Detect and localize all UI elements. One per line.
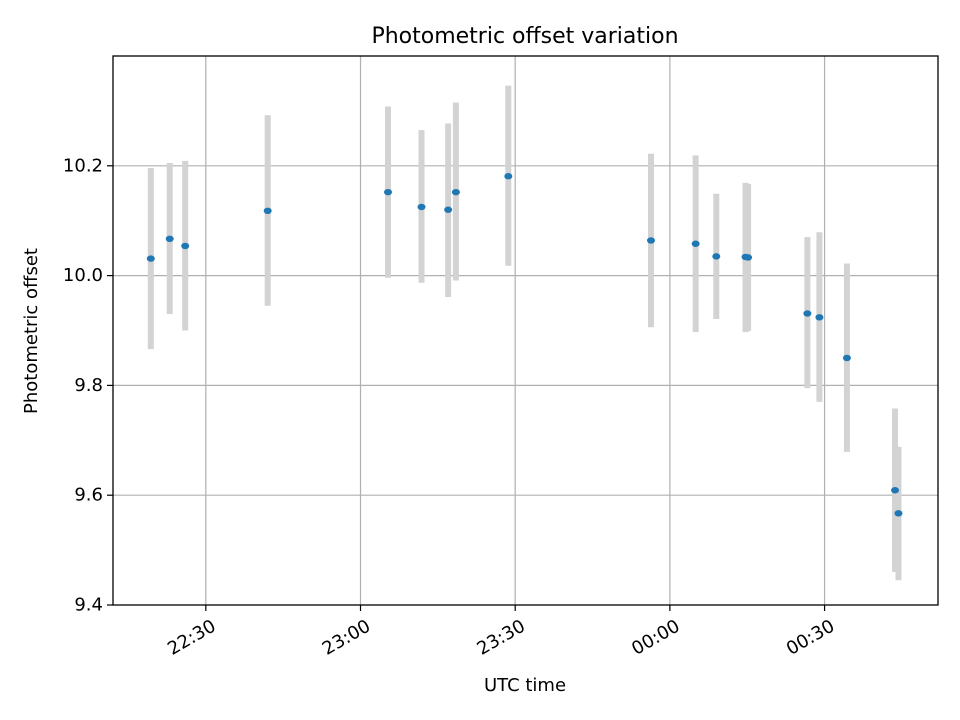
y-tick-label: 9.6 bbox=[74, 485, 103, 506]
data-point bbox=[803, 310, 812, 317]
data-point bbox=[417, 203, 426, 211]
data-point bbox=[842, 354, 851, 362]
data-point bbox=[444, 206, 453, 213]
y-tick-label: 10.2 bbox=[63, 155, 103, 176]
data-points bbox=[146, 173, 903, 517]
data-point bbox=[894, 510, 903, 517]
y-tick-label: 9.8 bbox=[74, 375, 103, 396]
x-axis-label: UTC time bbox=[484, 675, 566, 696]
grid bbox=[113, 56, 938, 605]
data-point bbox=[384, 188, 392, 196]
data-point bbox=[744, 254, 753, 261]
y-axis-label: Photometric offset bbox=[21, 248, 42, 414]
data-point bbox=[451, 188, 460, 196]
y-tick-label: 9.4 bbox=[74, 595, 103, 616]
data-point bbox=[146, 255, 155, 262]
data-point bbox=[646, 237, 655, 244]
chart-title: Photometric offset variation bbox=[371, 24, 678, 49]
y-tick-label: 10.0 bbox=[63, 265, 103, 286]
plot-frame bbox=[112, 55, 939, 606]
data-point bbox=[504, 173, 513, 180]
data-point bbox=[815, 314, 824, 321]
data-point bbox=[691, 240, 700, 247]
data-point bbox=[891, 487, 900, 494]
data-point bbox=[181, 242, 190, 250]
data-point bbox=[263, 207, 272, 215]
data-point bbox=[165, 235, 174, 243]
data-point bbox=[712, 253, 721, 260]
